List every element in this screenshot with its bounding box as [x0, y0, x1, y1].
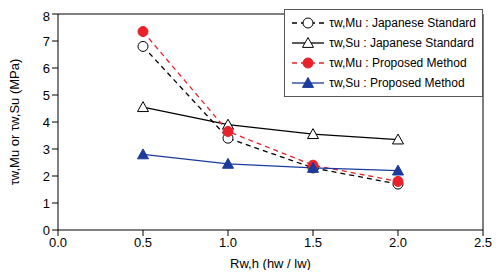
- svg-text:0.5: 0.5: [134, 235, 152, 250]
- svg-text:6: 6: [43, 61, 50, 76]
- svg-text:7: 7: [43, 34, 50, 49]
- svg-text:0.0: 0.0: [49, 235, 67, 250]
- svg-text:1.5: 1.5: [304, 235, 322, 250]
- svg-text:4: 4: [43, 115, 50, 130]
- svg-text:τw,Mu or τw,Su (MPa): τw,Mu or τw,Su (MPa): [8, 59, 22, 186]
- svg-text:2.0: 2.0: [389, 235, 407, 250]
- svg-text:8: 8: [43, 9, 50, 24]
- html-text:τw,Su : Japanese Standard: τw,Su : Japanese Standard: [329, 36, 474, 50]
- svg-text:1.0: 1.0: [219, 235, 237, 250]
- svg-text:2: 2: [43, 169, 50, 184]
- svg-text:1: 1: [43, 196, 50, 211]
- html-text:τw,Mu : Proposed Method: τw,Mu : Proposed Method: [329, 56, 467, 70]
- svg-text:3: 3: [43, 142, 50, 157]
- svg-text:0: 0: [43, 223, 50, 238]
- svg-text:5: 5: [43, 88, 50, 103]
- svg-text:2.5: 2.5: [474, 235, 492, 250]
- svg-text:Rw,h (hw / lw): Rw,h (hw / lw): [230, 256, 311, 270]
- html-text:τw,Mu : Japanese Standard: τw,Mu : Japanese Standard: [329, 16, 476, 30]
- html-text:τw,Su : Proposed Method: τw,Su : Proposed Method: [329, 76, 465, 90]
